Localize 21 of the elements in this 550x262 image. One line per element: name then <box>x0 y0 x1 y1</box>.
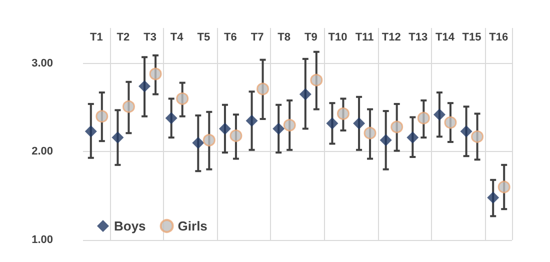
x-tick-label: T10 <box>328 32 348 44</box>
x-tick-label: T5 <box>197 32 210 44</box>
x-tick-label: T3 <box>144 32 156 44</box>
x-tick-label: T4 <box>170 32 184 44</box>
x-tick-label: T11 <box>355 32 374 44</box>
x-tick-label: T8 <box>278 32 291 44</box>
legend-label: Boys <box>114 218 146 234</box>
x-tick-label: T15 <box>462 32 482 44</box>
x-tick-label: T13 <box>408 32 428 44</box>
x-tick-label: T7 <box>250 32 264 44</box>
x-tick-label: T1 <box>90 32 103 44</box>
x-tick-label: T2 <box>116 32 130 44</box>
y-tick-label: 1.00 <box>32 234 53 246</box>
x-tick-label: T16 <box>489 32 508 44</box>
x-tick-label: T12 <box>382 32 401 44</box>
y-tick-label: 3.00 <box>32 57 53 70</box>
x-tick-label: T9 <box>304 32 318 44</box>
x-tick-label: T14 <box>435 32 456 44</box>
legend-label: Girls <box>178 218 208 234</box>
x-tick-label: T6 <box>224 32 237 44</box>
y-tick-label: 2.00 <box>32 146 53 158</box>
